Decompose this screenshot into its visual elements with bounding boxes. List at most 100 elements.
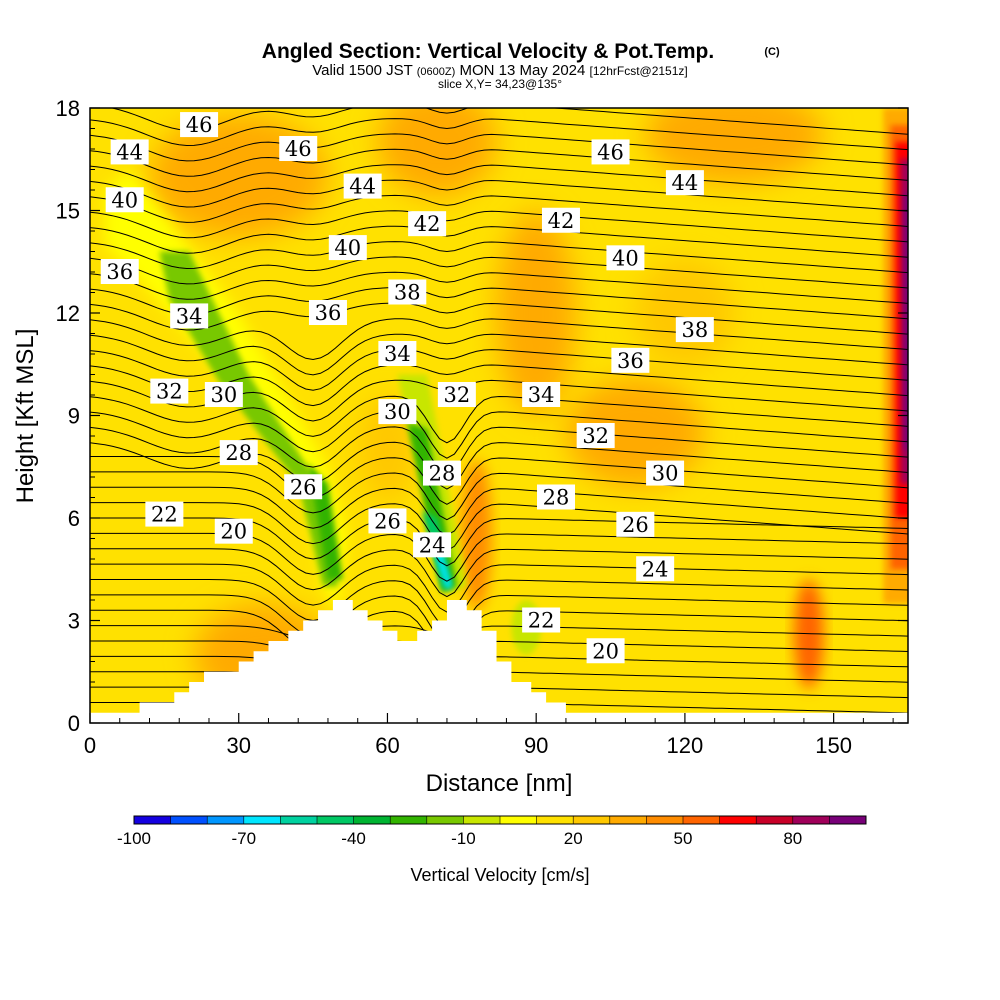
theta-label-box xyxy=(343,173,382,199)
theta-contour-line xyxy=(109,108,908,135)
theta-label: 34 xyxy=(522,382,561,407)
colorbar-swatch xyxy=(536,816,574,824)
y-tick-label: 15 xyxy=(56,199,80,224)
theta-contour-line xyxy=(90,287,908,320)
theta-contour-line xyxy=(90,410,908,459)
theta-label-box xyxy=(408,211,447,237)
theta-label: 44 xyxy=(110,139,149,165)
velocity-band xyxy=(159,251,338,587)
colorbar-swatch xyxy=(426,816,464,824)
theta-label-text: 24 xyxy=(419,533,446,557)
theta-label: 20 xyxy=(586,638,625,664)
theta-label: 36 xyxy=(100,259,139,284)
theta-label: 38 xyxy=(675,317,714,343)
theta-label: 28 xyxy=(422,460,461,486)
theta-label-box xyxy=(100,259,139,284)
theta-label-text: 44 xyxy=(672,171,699,195)
colorbar-swatch xyxy=(719,816,757,824)
colorbar-swatch xyxy=(390,816,428,824)
velocity-blob xyxy=(377,108,497,197)
theta-label-box xyxy=(675,317,714,343)
chart-subtitle: Valid 1500 JST (0600Z) MON 13 May 2024 [… xyxy=(312,62,688,79)
theta-contour-line xyxy=(90,395,908,444)
colorbar-label: 50 xyxy=(674,829,693,848)
theta-contour-line xyxy=(90,655,908,671)
colorbar-label: -10 xyxy=(451,829,476,848)
y-tick-label: 9 xyxy=(68,404,80,429)
velocity-blob xyxy=(565,377,705,488)
subtitle-valid: Valid 1500 JST xyxy=(312,62,412,79)
theta-label: 32 xyxy=(150,378,189,404)
theta-contour-line xyxy=(90,256,908,289)
theta-contour-line xyxy=(90,271,908,304)
theta-contour-line xyxy=(90,502,908,552)
theta-label-text: 30 xyxy=(652,462,679,486)
theta-contour-line xyxy=(90,194,908,227)
theta-label-text: 34 xyxy=(176,304,203,328)
theta-label-text: 22 xyxy=(151,503,178,527)
theta-label: 28 xyxy=(537,484,576,510)
theta-label-box xyxy=(606,245,645,271)
colorbar-title: Vertical Velocity [cm/s] xyxy=(410,865,589,885)
theta-label: 24 xyxy=(636,556,675,582)
colorbar: -100 -70 -40 -10 20 50 80 xyxy=(117,815,867,848)
theta-contour-line xyxy=(90,225,908,258)
theta-label-text: 30 xyxy=(384,400,411,424)
theta-label-text: 20 xyxy=(220,520,247,544)
theta-label: 36 xyxy=(611,347,650,373)
theta-label: 46 xyxy=(591,139,630,165)
theta-label-box xyxy=(611,347,650,373)
theta-label-box xyxy=(145,501,184,527)
theta-label-box xyxy=(368,508,407,534)
theta-label: 40 xyxy=(606,245,645,271)
theta-label: 30 xyxy=(646,460,685,486)
theta-label-text: 42 xyxy=(548,209,575,233)
theta-label-text: 34 xyxy=(528,383,555,407)
velocity-field xyxy=(90,108,908,723)
y-tick-label: 6 xyxy=(68,506,80,531)
theta-label-text: 40 xyxy=(111,188,138,212)
theta-label-box xyxy=(586,638,625,664)
theta-label: 20 xyxy=(214,518,253,544)
theta-label-box xyxy=(214,518,253,544)
chart-title-unit: (C) xyxy=(764,46,780,58)
theta-label: 42 xyxy=(541,207,580,233)
theta-label: 44 xyxy=(343,173,382,199)
theta-label-text: 38 xyxy=(394,281,421,305)
y-tick-label: 0 xyxy=(68,711,80,736)
theta-label-text: 44 xyxy=(116,140,143,164)
theta-label: 36 xyxy=(308,300,347,325)
theta-contour-line xyxy=(90,302,908,335)
theta-label-box xyxy=(422,460,461,486)
theta-label-box xyxy=(437,382,476,407)
colorbar-label: -100 xyxy=(117,829,151,848)
theta-contour-line xyxy=(90,609,908,659)
theta-label-text: 24 xyxy=(642,557,669,581)
theta-contour-line xyxy=(90,241,908,274)
x-tick-label: 90 xyxy=(524,733,548,758)
colorbar-swatch xyxy=(829,816,867,824)
colorbar-swatch xyxy=(243,816,281,824)
theta-contour-line xyxy=(90,471,908,521)
colorbar-label: 20 xyxy=(564,829,583,848)
theta-label-box xyxy=(105,187,144,213)
theta-label: 26 xyxy=(284,474,323,500)
theta-label-box xyxy=(328,235,367,261)
y-tick-label: 18 xyxy=(56,96,80,121)
theta-label: 42 xyxy=(408,211,447,237)
theta-label-text: 28 xyxy=(429,462,456,486)
theta-label-box xyxy=(636,556,675,582)
x-axis: 0 30 60 90 120 150 xyxy=(84,713,894,758)
theta-contour-labels: 44 46 46 46 44 44 40 42 42 40 40 36 38 34 36 38 34 36 32 30… xyxy=(100,112,714,664)
theta-label-box xyxy=(388,279,427,305)
x-axis-title: Distance [nm] xyxy=(426,770,573,797)
theta-label-box xyxy=(204,382,243,407)
theta-label-box xyxy=(646,460,685,486)
theta-label-text: 28 xyxy=(543,486,570,510)
theta-label-text: 40 xyxy=(334,236,361,260)
theta-label-box xyxy=(170,303,209,329)
subtitle-forecast: [12hrFcst@2151z] xyxy=(590,64,688,78)
theta-label: 30 xyxy=(378,399,417,425)
